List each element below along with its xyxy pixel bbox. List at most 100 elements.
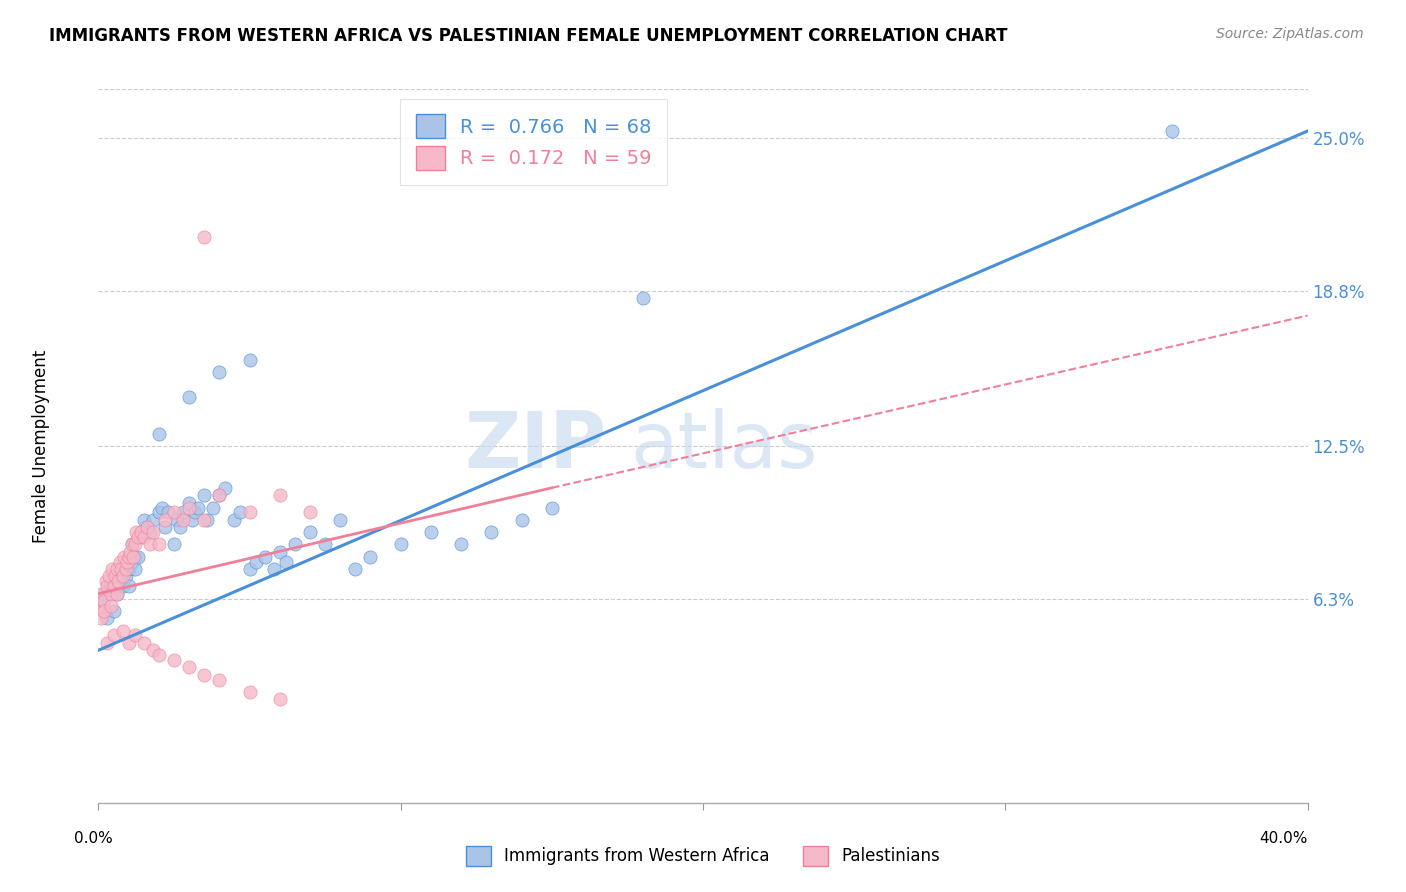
Point [510,513,533,527]
Point [142,513,165,527]
Point [193,488,215,502]
Point [208,365,231,379]
Point [120,545,142,559]
Point [269,545,291,559]
Point [124,549,146,564]
Point [135,520,157,534]
Point [96,636,118,650]
Point [329,513,352,527]
Point [148,505,170,519]
Point [118,579,141,593]
Point [98,569,121,583]
Text: atlas: atlas [630,408,818,484]
Point [108,574,131,589]
Point [93,604,115,618]
Point [193,513,215,527]
Point [239,505,262,519]
Point [105,587,128,601]
Point [118,636,141,650]
Point [263,562,285,576]
Legend: R =  0.766   N = 68, R =  0.172   N = 59: R = 0.766 N = 68, R = 0.172 N = 59 [401,99,668,186]
Point [224,513,246,527]
Point [110,562,132,576]
Legend: Immigrants from Western Africa, Palestinians: Immigrants from Western Africa, Palestin… [453,832,953,880]
Text: Female Unemployment: Female Unemployment [32,350,51,542]
Point [124,562,146,576]
Point [1160,124,1182,138]
Point [172,513,194,527]
Point [193,668,215,682]
Point [631,291,654,305]
Text: Source: ZipAtlas.com: Source: ZipAtlas.com [1216,27,1364,41]
Point [121,555,143,569]
Point [93,594,115,608]
Point [142,643,165,657]
Point [208,673,231,687]
Point [132,636,155,650]
Point [229,505,252,519]
Point [118,562,141,576]
Point [103,579,125,593]
Point [124,628,146,642]
Point [195,513,218,527]
Point [187,500,209,515]
Point [299,525,322,540]
Point [163,505,186,519]
Point [139,537,162,551]
Point [139,525,162,540]
Point [94,574,117,589]
Point [96,579,118,593]
Point [112,549,135,564]
Point [153,520,176,534]
Point [148,426,170,441]
Point [90,611,112,625]
Text: 40.0%: 40.0% [1260,831,1308,847]
Point [121,537,143,551]
Point [127,530,149,544]
Point [129,525,152,540]
Point [105,562,128,576]
Point [184,505,207,519]
Point [91,594,114,608]
Point [111,624,134,638]
Point [124,537,146,551]
Text: IMMIGRANTS FROM WESTERN AFRICA VS PALESTINIAN FEMALE UNEMPLOYMENT CORRELATION CH: IMMIGRANTS FROM WESTERN AFRICA VS PALEST… [49,27,1008,45]
Point [115,555,138,569]
Point [344,562,367,576]
Point [284,537,307,551]
Point [125,525,148,540]
Point [100,587,122,601]
Point [129,525,152,540]
Point [269,488,291,502]
Point [163,537,186,551]
Point [148,648,170,662]
Text: ZIP: ZIP [464,408,606,484]
Point [166,513,188,527]
Point [150,500,173,515]
Point [111,579,134,593]
Point [118,549,141,564]
Point [114,562,136,576]
Point [540,500,562,515]
Point [208,488,231,502]
Point [179,660,201,674]
Point [93,587,115,601]
Point [121,537,143,551]
Point [129,530,152,544]
Point [132,530,155,544]
Point [101,562,124,576]
Point [314,537,336,551]
Point [135,520,157,534]
Point [239,562,262,576]
Point [274,555,297,569]
Point [269,692,291,706]
Point [179,500,201,515]
Point [127,549,149,564]
Point [179,495,201,509]
Point [90,587,112,601]
Point [481,525,503,540]
Point [100,599,122,613]
Point [156,505,179,519]
Point [107,574,129,589]
Point [148,537,170,551]
